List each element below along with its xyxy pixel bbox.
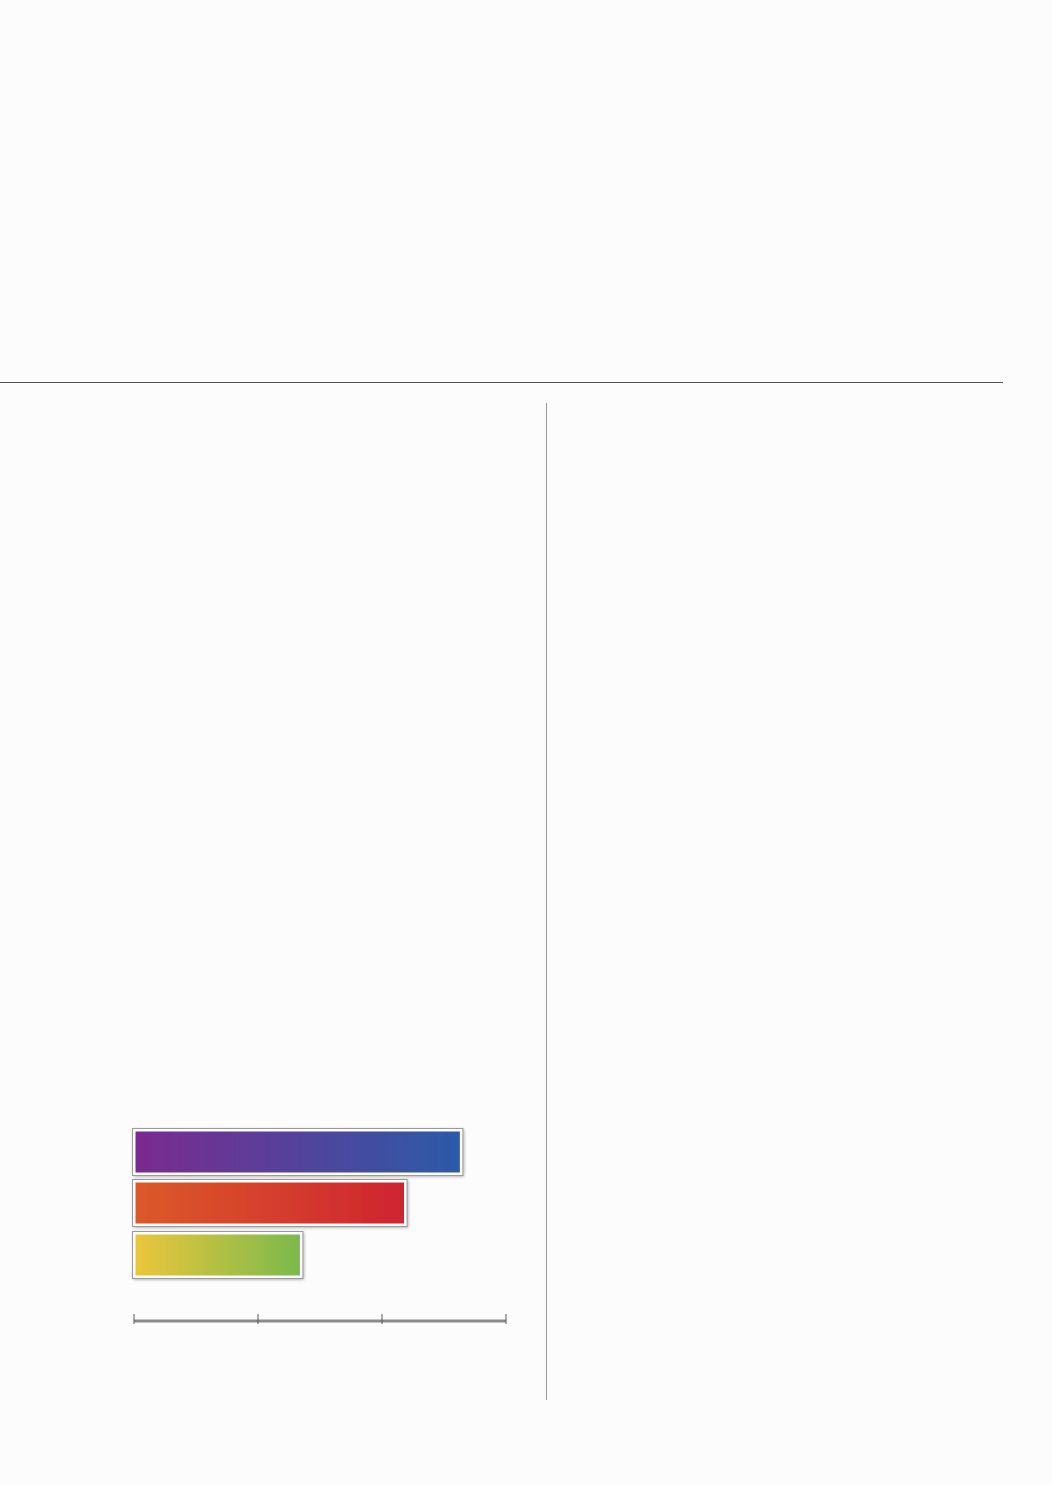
bar-outline [132, 1231, 304, 1279]
bar [132, 1128, 463, 1176]
bar-outline [132, 1128, 464, 1176]
bar-outline [132, 1179, 408, 1227]
bar [132, 1179, 408, 1227]
bar [132, 1231, 303, 1279]
